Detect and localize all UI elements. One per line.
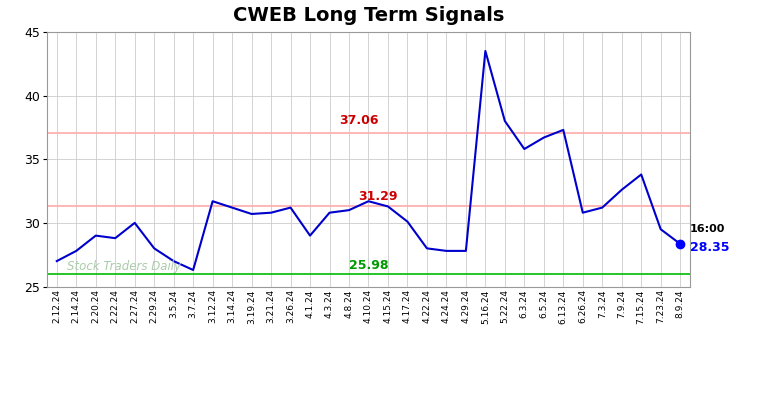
Title: CWEB Long Term Signals: CWEB Long Term Signals: [233, 6, 504, 25]
Text: 37.06: 37.06: [339, 114, 379, 127]
Text: 25.98: 25.98: [349, 259, 388, 272]
Text: 31.29: 31.29: [358, 189, 398, 203]
Text: 28.35: 28.35: [690, 241, 729, 254]
Text: Stock Traders Daily: Stock Traders Daily: [67, 260, 180, 273]
Text: 16:00: 16:00: [690, 224, 725, 234]
